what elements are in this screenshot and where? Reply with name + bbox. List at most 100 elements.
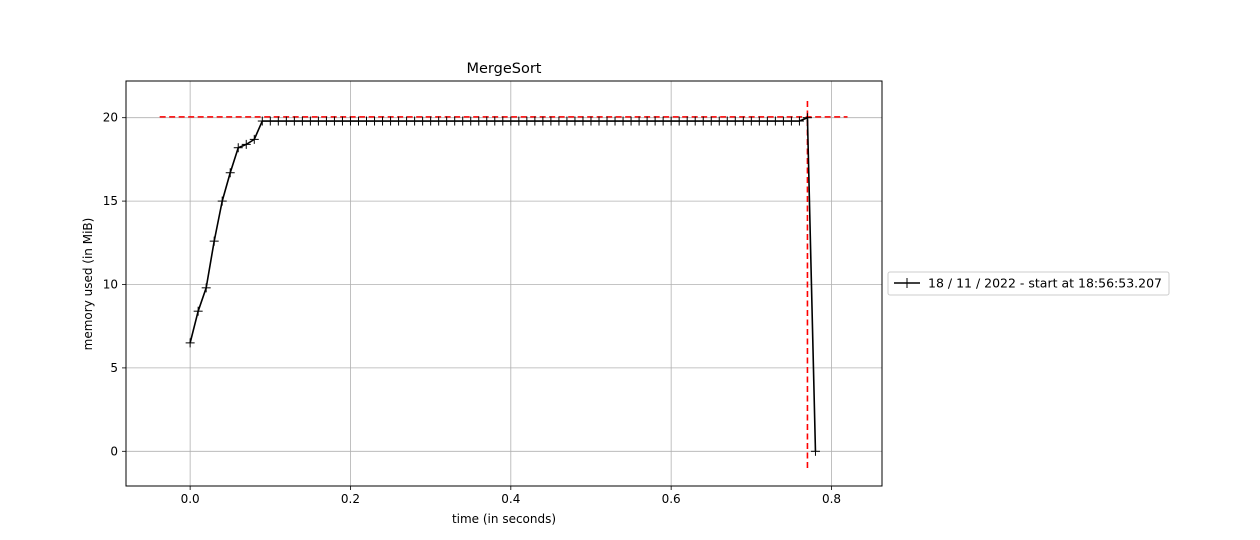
data-point-marker bbox=[674, 116, 684, 126]
data-point-marker bbox=[353, 116, 363, 126]
data-point-marker bbox=[386, 116, 396, 126]
legend-entry-label: 18 / 11 / 2022 - start at 18:56:53.207 bbox=[928, 276, 1162, 291]
plot-frame bbox=[125, 80, 883, 487]
x-tick-label: 0.4 bbox=[501, 492, 520, 506]
y-tick-label: 5 bbox=[110, 361, 118, 375]
data-point-marker bbox=[329, 116, 339, 126]
data-point-marker bbox=[337, 116, 347, 126]
data-point-marker bbox=[538, 116, 548, 126]
data-point-marker bbox=[426, 116, 436, 126]
grid-lines bbox=[126, 81, 882, 486]
data-point-marker bbox=[514, 116, 524, 126]
data-point-marker bbox=[570, 116, 580, 126]
data-point-marker bbox=[754, 116, 764, 126]
data-point-marker bbox=[482, 116, 492, 126]
data-point-marker bbox=[618, 116, 628, 126]
data-point-marker bbox=[802, 113, 812, 123]
data-point-marker bbox=[778, 116, 788, 126]
y-tick-label: 15 bbox=[103, 194, 118, 208]
data-point-marker bbox=[578, 116, 588, 126]
data-point-marker bbox=[394, 116, 404, 126]
x-axis-label: time (in seconds) bbox=[452, 512, 556, 526]
data-point-marker bbox=[626, 116, 636, 126]
data-point-marker bbox=[273, 116, 283, 126]
data-point-marker bbox=[714, 116, 724, 126]
data-point-marker bbox=[554, 116, 564, 126]
data-point-marker bbox=[201, 283, 211, 293]
data-point-marker bbox=[313, 116, 323, 126]
data-point-marker bbox=[690, 116, 700, 126]
data-point-marker bbox=[586, 116, 596, 126]
data-point-marker bbox=[321, 116, 331, 126]
data-point-marker bbox=[209, 236, 219, 246]
data-point-marker bbox=[682, 116, 692, 126]
data-point-marker bbox=[722, 116, 732, 126]
data-point-marker bbox=[810, 446, 820, 456]
y-tick-label: 10 bbox=[103, 278, 118, 292]
y-tick-label: 0 bbox=[110, 444, 118, 458]
data-point-marker bbox=[666, 116, 676, 126]
data-point-marker bbox=[530, 116, 540, 126]
data-point-marker bbox=[506, 116, 516, 126]
x-tick-label: 0.6 bbox=[662, 492, 681, 506]
data-point-marker bbox=[402, 116, 412, 126]
data-point-marker bbox=[498, 116, 508, 126]
y-axis-label: memory used (in MiB) bbox=[81, 218, 95, 351]
data-point-marker bbox=[289, 116, 299, 126]
data-point-marker bbox=[610, 116, 620, 126]
data-point-marker bbox=[458, 116, 468, 126]
data-point-marker bbox=[225, 168, 235, 178]
data-point-marker bbox=[786, 116, 796, 126]
axis-ticks: 0.0 0.2 0.4 0.6 0.8 0 5 10 15 20 bbox=[103, 111, 841, 506]
data-point-marker bbox=[642, 116, 652, 126]
data-point-marker bbox=[450, 116, 460, 126]
data-point-marker bbox=[305, 116, 315, 126]
data-point-marker bbox=[193, 306, 203, 316]
x-tick-label: 0.0 bbox=[181, 492, 200, 506]
data-point-marker bbox=[257, 116, 267, 126]
data-point-marker bbox=[265, 116, 275, 126]
data-point-marker bbox=[658, 116, 668, 126]
data-point-marker bbox=[706, 116, 716, 126]
data-point-marker bbox=[594, 116, 604, 126]
data-point-marker bbox=[297, 116, 307, 126]
data-point-marker bbox=[762, 116, 772, 126]
data-point-marker bbox=[249, 134, 259, 144]
series-group bbox=[185, 113, 820, 456]
data-point-marker bbox=[345, 116, 355, 126]
data-point-marker bbox=[434, 116, 444, 126]
data-point-marker bbox=[634, 116, 644, 126]
data-point-marker bbox=[522, 116, 532, 126]
legend-box bbox=[887, 271, 1170, 296]
data-point-marker bbox=[217, 196, 227, 206]
data-point-marker bbox=[602, 116, 612, 126]
data-point-marker bbox=[698, 116, 708, 126]
data-point-marker bbox=[730, 116, 740, 126]
data-point-marker bbox=[378, 116, 388, 126]
data-point-marker bbox=[362, 116, 372, 126]
data-point-marker bbox=[562, 116, 572, 126]
data-point-marker bbox=[185, 338, 195, 348]
x-tick-label: 0.8 bbox=[822, 492, 841, 506]
data-point-marker bbox=[546, 116, 556, 126]
data-point-marker bbox=[233, 143, 243, 153]
chart-title: MergeSort bbox=[467, 61, 542, 77]
data-point-marker bbox=[738, 116, 748, 126]
data-point-marker bbox=[281, 116, 291, 126]
data-point-marker bbox=[410, 116, 420, 126]
data-point-marker bbox=[794, 116, 804, 126]
data-point-marker bbox=[746, 116, 756, 126]
data-point-marker bbox=[474, 116, 484, 126]
data-point-marker bbox=[241, 139, 251, 149]
y-tick-label: 20 bbox=[103, 111, 118, 125]
data-point-marker bbox=[650, 116, 660, 126]
reference-lines bbox=[159, 101, 848, 468]
data-point-marker bbox=[418, 116, 428, 126]
data-point-marker bbox=[770, 116, 780, 126]
data-point-marker bbox=[490, 116, 500, 126]
data-point-marker bbox=[370, 116, 380, 126]
data-point-marker bbox=[442, 116, 452, 126]
legend: 18 / 11 / 2022 - start at 18:56:53.207 bbox=[887, 271, 1170, 296]
data-point-marker bbox=[466, 116, 476, 126]
